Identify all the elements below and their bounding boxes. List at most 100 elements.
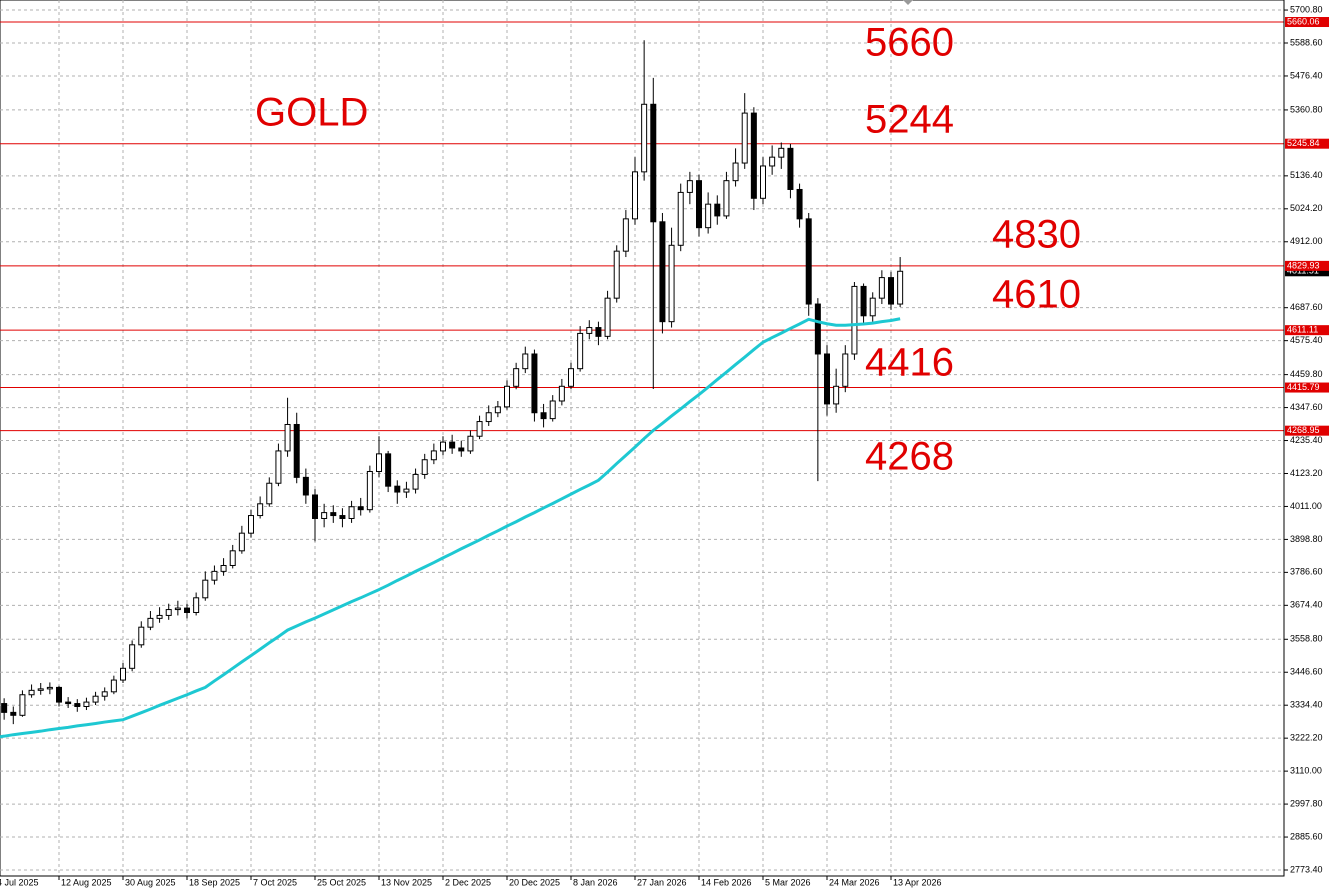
candle-body [805,218,812,305]
marks-layer [0,21,1284,739]
y-tick-label: 5360.80 [1290,104,1323,114]
candle-body [412,473,419,490]
candle-body [421,459,428,475]
y-tick-label: 3898.80 [1290,534,1323,544]
candle-body [56,686,62,703]
level-tag [1285,138,1329,149]
candle-body [549,400,556,420]
candle-body [129,644,136,669]
candle-body [568,368,574,387]
candle-body [723,180,730,217]
candle-body [750,112,757,199]
moving-average [0,317,901,739]
y-tick-label: 4011.00 [1290,501,1322,511]
x-tick-label: 12 Aug 2025 [61,877,112,887]
x-tick-label: 30 Aug 2025 [125,877,176,887]
candle-body [467,435,474,452]
candle-body [229,550,236,566]
candle-body [531,353,538,414]
candle-body [650,103,657,223]
annotation: 4830 [992,213,1081,257]
candle-body [37,688,44,691]
candle-body [796,188,803,220]
candle-body [604,297,611,337]
candle-body [440,441,446,452]
candle-body [403,488,410,493]
x-tick-label: 2 Dec 2025 [445,877,491,887]
y-tick-label: 2773.40 [1290,864,1323,874]
candle-body [174,607,181,611]
y-tick-label: 2885.60 [1290,831,1323,841]
annotation: 4416 [865,341,954,385]
candle-body [138,626,145,646]
x-tick-label: 4 Jul 2025 [0,877,39,887]
candle-body [357,506,364,511]
y-tick-label: 5476.40 [1290,70,1323,80]
level-tag [1285,425,1329,436]
candle-body [833,385,840,405]
y-tick-label: 4575.40 [1290,335,1323,345]
candle-body [238,532,245,552]
candle-body [110,679,117,693]
y-tick-label: 3446.60 [1290,667,1323,677]
annotation: 5660 [865,21,954,65]
candle-body [293,423,300,478]
y-tick-label: 2997.80 [1290,798,1323,808]
candle-body [302,476,309,496]
candle-body [878,277,885,299]
y-tick-label: 3222.20 [1290,733,1323,743]
candle-body [65,701,72,705]
x-tick-label: 18 Sep 2025 [189,877,240,887]
x-tick-label: 25 Oct 2025 [317,877,366,887]
candle-body [458,447,465,452]
y-tick-label: 5700.80 [1290,4,1323,14]
candle-body [540,412,547,420]
candle-body [787,147,794,190]
candle-body [193,597,200,613]
candle-body [385,453,392,487]
candle-body [769,156,776,167]
candle-body [504,385,510,408]
candle-body [211,570,218,581]
y-tick-label: 3786.60 [1290,567,1323,577]
level-tag [1285,17,1329,28]
candle-body [668,244,675,323]
candle-body [83,701,90,707]
x-tick-label: 24 Mar 2026 [829,877,880,887]
candle-body [513,368,520,387]
x-tick-label: 20 Dec 2025 [509,877,560,887]
candle-body [1,703,8,713]
candle-body [714,203,721,217]
candle-body [430,450,437,461]
candle-body [659,221,666,323]
candle-body [312,494,318,519]
candle-body [558,385,565,402]
candle-body [705,203,712,229]
candle-body [476,421,483,437]
candle-body [696,180,702,229]
candle-body [449,441,456,449]
y-tick-label: 5136.40 [1290,170,1323,180]
candle-body [165,609,172,616]
level-tag-label: 4415.79 [1287,382,1320,392]
y-tick-label: 3334.40 [1290,700,1323,710]
candle-body [147,617,154,628]
candle-body [613,250,620,299]
x-tick-label: 13 Apr 2026 [893,877,942,887]
candle-body [19,694,26,716]
candle-body [339,515,346,519]
candle-body [577,332,584,370]
candle-body [888,277,894,305]
last-price-tag [1285,266,1329,277]
level-tag [1285,382,1329,393]
candle-body [851,285,858,355]
shift-marker [903,0,913,5]
y-tick-label: 4459.80 [1290,369,1323,379]
level-tag-label: 4829.93 [1287,260,1320,270]
y-tick-label: 5588.60 [1290,37,1323,47]
candle-body [266,482,273,505]
candle-body [485,412,492,423]
